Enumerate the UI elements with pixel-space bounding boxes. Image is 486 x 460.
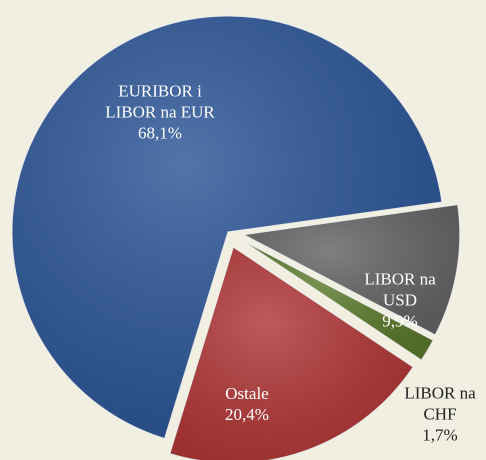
slice-label: LIBOR na USD 9,9% [355,269,445,332]
value-label: 1,7% [422,425,458,445]
slice-label: Ostale 20,4% [202,383,292,425]
category-label: Ostale [225,384,269,403]
slice-sheen [169,247,414,460]
value-label: 9,9% [382,311,418,331]
slice-sheen [243,204,460,335]
value-label: 20,4% [225,405,269,424]
category-label: EURIBOR i LIBOR na EUR [105,81,215,122]
value-label: 68,1% [138,123,182,143]
slice-label: LIBOR na CHF 1,7% [395,383,485,446]
slice-sheen [241,240,434,361]
slice-sheen [11,16,442,439]
category-label: LIBOR na CHF [404,383,476,424]
slice-label: EURIBOR i LIBOR na EUR 68,1% [100,81,220,144]
category-label: LIBOR na USD [364,269,436,310]
